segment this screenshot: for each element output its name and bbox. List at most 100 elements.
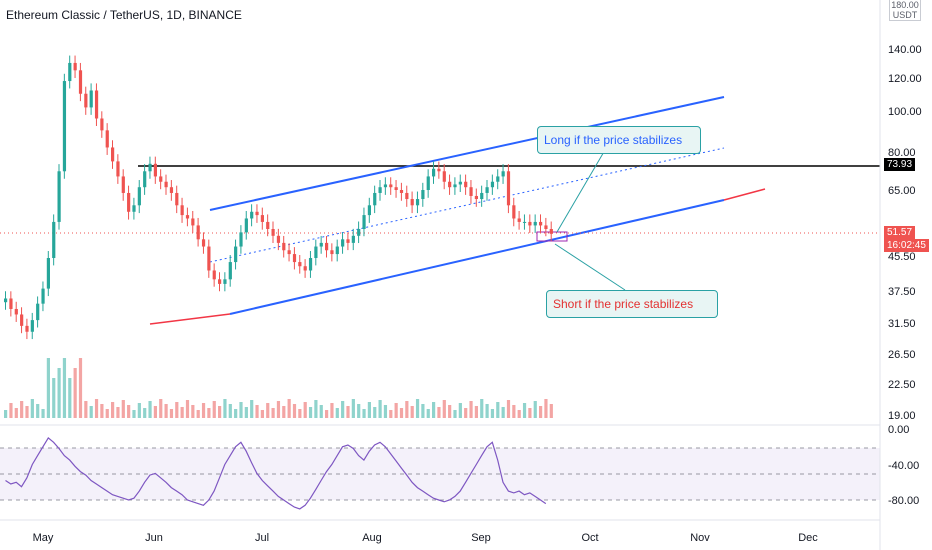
candle-body [234, 246, 238, 263]
long-callout[interactable]: Long if the price stabilizes [537, 126, 701, 154]
volume-bar [191, 405, 195, 418]
candle-body [218, 279, 222, 284]
volume-bar [464, 408, 468, 418]
volume-bar [314, 400, 318, 418]
volume-bar [341, 401, 345, 418]
volume-bar [325, 410, 329, 418]
candle-body [271, 229, 275, 236]
candle-body [399, 190, 404, 193]
volume-bar [308, 407, 313, 418]
candle-body [111, 147, 115, 162]
volume-bar [84, 401, 88, 418]
price-axis[interactable]: 140.00120.00100.0080.0065.0053.0045.5037… [879, 0, 922, 550]
countdown-tag: 16:02:45 [884, 239, 929, 252]
volume-bar [260, 410, 264, 418]
candle-body [303, 266, 307, 271]
volume-bar [303, 402, 307, 418]
volume-bar [394, 403, 398, 418]
candle-body [298, 262, 302, 267]
volume-bar [239, 402, 243, 418]
chart-title: Ethereum Classic / TetherUS, 1D, BINANCE [6, 8, 242, 22]
volume-bar [458, 403, 462, 418]
x-tick-label: Jul [255, 532, 269, 544]
candle-body [36, 303, 40, 321]
candle-body [201, 239, 206, 247]
volume-bar [169, 409, 174, 418]
volume-bar [469, 401, 473, 418]
x-tick-label: Sep [471, 532, 491, 544]
volume-bar [228, 404, 232, 418]
x-tick-label: Dec [798, 532, 818, 544]
volume-bar [437, 407, 441, 418]
volume-bar [453, 410, 457, 418]
candle-body [266, 221, 270, 229]
candle-body [255, 211, 259, 216]
projection-left [149, 313, 231, 325]
candle-body [169, 187, 174, 193]
candle-body [30, 320, 34, 332]
rsi-panel: 0.00 -40.00 -80.00 [0, 424, 919, 510]
candle-body [89, 90, 93, 108]
candle-body [357, 229, 361, 236]
unit-label: USDT [892, 10, 918, 20]
currency-unit[interactable]: 180.00 USDT [889, 0, 921, 21]
volume-bar [148, 401, 152, 418]
volume-bar [549, 404, 553, 418]
volume-bar [41, 409, 45, 418]
trend-channel[interactable] [0, 96, 880, 325]
candle-body [105, 130, 109, 148]
candle-body [383, 184, 388, 188]
candle-body [207, 246, 211, 271]
volume-bar [30, 399, 34, 418]
candle-body [185, 215, 190, 219]
x-tick-label: Aug [362, 532, 382, 544]
candle-body [378, 187, 382, 193]
candle-body [330, 250, 334, 255]
volume-bar [522, 403, 527, 418]
y-tick-label: 80.00 [888, 147, 916, 159]
candle-body [62, 81, 67, 172]
unit-top: 180.00 [891, 0, 919, 10]
candle-body [448, 181, 452, 188]
volume-bar [512, 405, 516, 418]
candle-body [405, 192, 409, 200]
candle-body [94, 90, 99, 119]
volume-bar [132, 410, 136, 418]
candle-body [9, 298, 13, 309]
time-axis[interactable]: May Jun Jul Aug Sep Oct Nov Dec [33, 532, 819, 544]
short-callout[interactable]: Short if the price stabilizes [546, 290, 718, 318]
candle-body [46, 258, 50, 289]
y-tick-label: 31.50 [888, 318, 916, 330]
volume-bar [351, 399, 355, 418]
volume-bar [362, 409, 366, 418]
y-tick-label: 19.00 [888, 410, 916, 422]
volume-bar [94, 399, 99, 418]
candle-body [325, 242, 329, 251]
volume-bar [292, 404, 297, 418]
candle-body [244, 218, 248, 233]
candle-body [496, 176, 500, 182]
volume-bar [271, 408, 275, 418]
y-tick-label: 100.00 [888, 106, 922, 118]
volume-bar [501, 407, 505, 418]
volume-bar [196, 410, 200, 418]
volume-bar [378, 400, 382, 418]
candle-body [180, 205, 184, 216]
volume-bar [367, 402, 371, 418]
volume-bar [57, 368, 61, 418]
volume-bar [448, 405, 452, 418]
candle-body [458, 181, 462, 185]
candle-body [14, 308, 18, 315]
candle-body [20, 314, 24, 326]
candle-body [260, 215, 264, 222]
volume-bar [266, 403, 270, 418]
y-tick-label: 65.00 [888, 185, 916, 197]
candle-body [132, 205, 136, 212]
rsi-tick-label: -80.00 [888, 495, 919, 507]
volume-bar [212, 401, 216, 418]
volume-bar [389, 410, 393, 418]
volume-bar [528, 408, 532, 418]
candle-body [346, 239, 350, 243]
candle-body [432, 168, 436, 177]
